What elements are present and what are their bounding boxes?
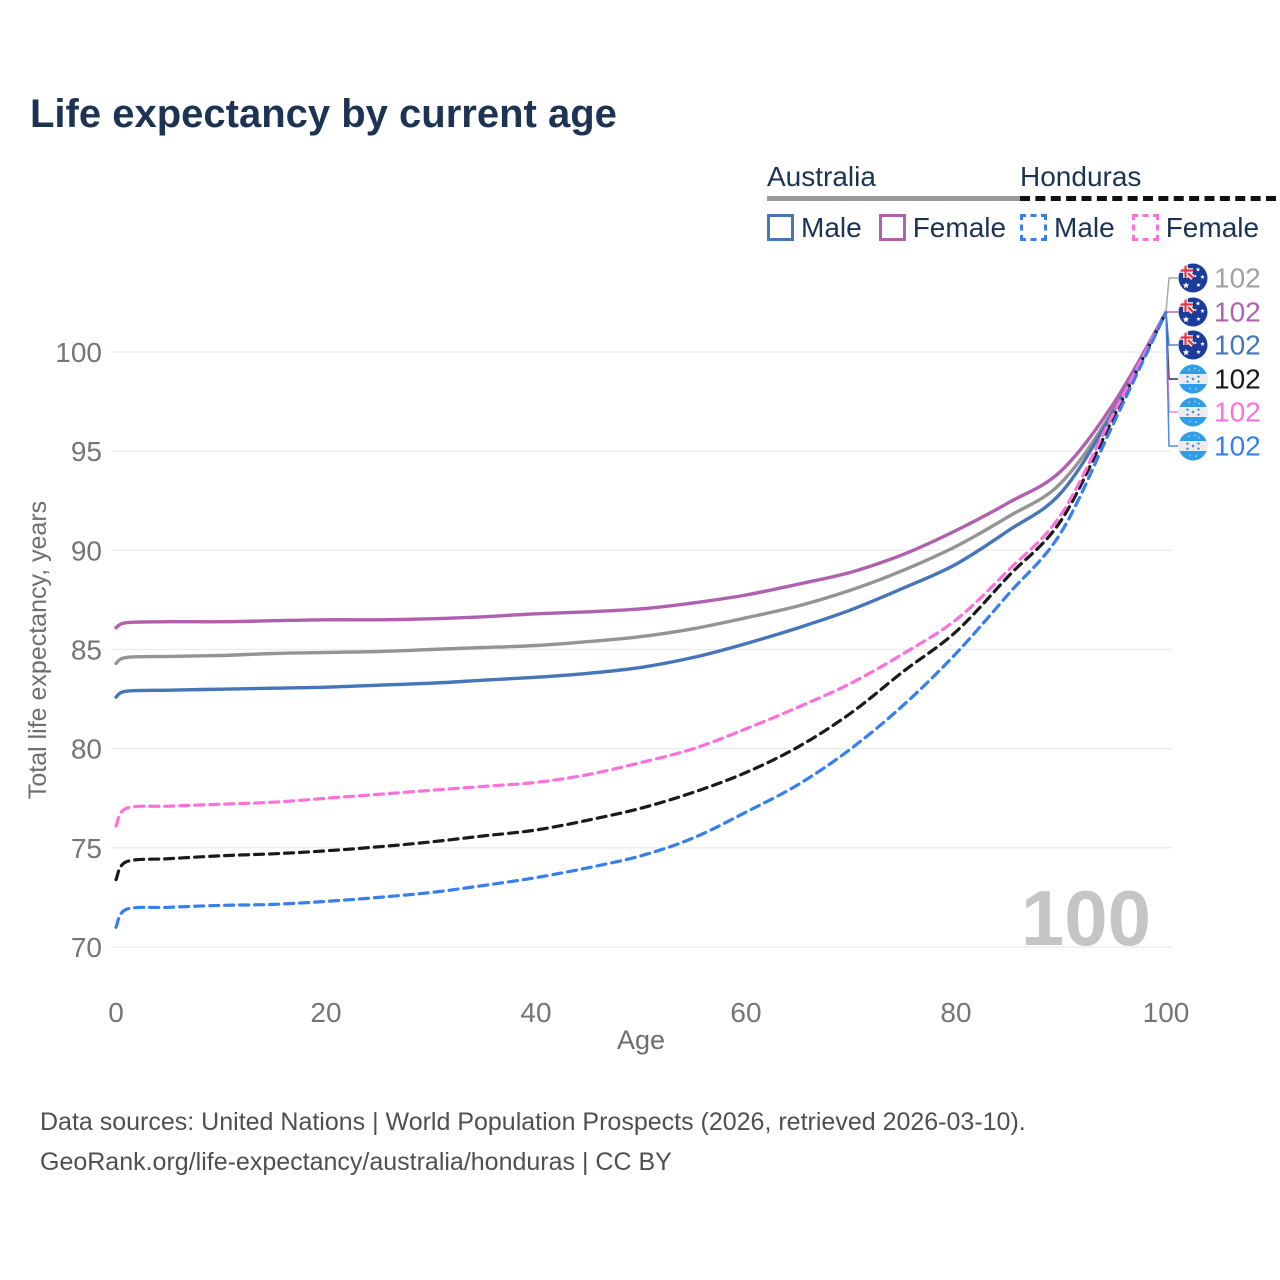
legend-group-australia: Australia Male Female	[767, 161, 1024, 244]
series-line-australia	[114, 310, 1168, 666]
legend-item-honduras-female[interactable]: Female	[1131, 211, 1260, 244]
end-label-leader-line	[1165, 312, 1178, 447]
age-counter-watermark: 100	[1021, 874, 1151, 962]
legend-item-australia-female[interactable]: Female	[878, 211, 1007, 244]
series-line-honduras-male	[114, 310, 1168, 929]
y-axis-tick-label: 90	[71, 535, 102, 566]
x-axis-tick-label: 0	[108, 997, 124, 1028]
series-line-honduras	[114, 310, 1168, 882]
flag-icon-australia	[1178, 330, 1208, 360]
honduras-female-checkbox-icon[interactable]	[1131, 214, 1159, 242]
flag-icon-honduras	[1178, 431, 1208, 461]
x-axis-tick-label: 100	[1143, 997, 1190, 1028]
flag-icon-honduras	[1178, 364, 1208, 394]
y-axis-tick-label: 75	[71, 833, 102, 864]
legend-item-label: Male	[1054, 211, 1115, 243]
series-line-honduras-female	[114, 310, 1168, 828]
australia-female-checkbox-icon[interactable]	[878, 214, 906, 242]
y-axis-tick-label: 80	[71, 734, 102, 765]
legend-item-label: Male	[801, 211, 862, 243]
legend-item-honduras-male[interactable]: Male	[1020, 212, 1115, 244]
y-axis-tick-label: 85	[71, 635, 102, 666]
honduras-line-key	[1020, 195, 1277, 201]
australia-line-key	[767, 195, 1024, 201]
end-label-value-honduras: 102	[1214, 364, 1261, 395]
flag-icon-australia	[1178, 263, 1208, 293]
attribution-text: GeoRank.org/life-expectancy/australia/ho…	[40, 1148, 672, 1176]
y-axis-tick-label: 95	[71, 436, 102, 467]
y-axis-title: Total life expectancy, years	[24, 501, 52, 799]
y-axis-tick-label: 70	[71, 932, 102, 963]
legend-country-australia[interactable]: Australia	[767, 161, 876, 192]
page-title: Life expectancy by current age	[30, 92, 617, 136]
end-label-value-honduras-female: 102	[1214, 397, 1261, 428]
end-label-value-australia-male: 102	[1214, 330, 1261, 361]
end-label-value-australia: 102	[1214, 263, 1261, 294]
data-sources-text: Data sources: United Nations | World Pop…	[40, 1108, 1026, 1136]
australia-male-checkbox-icon[interactable]	[767, 214, 794, 242]
x-axis-tick-label: 80	[940, 997, 971, 1028]
series-line-australia-male	[114, 310, 1168, 699]
end-label-value-australia-female: 102	[1214, 297, 1261, 328]
legend-item-label: Female	[1165, 211, 1260, 243]
end-label-value-honduras-male: 102	[1214, 431, 1261, 462]
series-line-australia-female	[114, 310, 1168, 630]
flag-icon-australia	[1178, 297, 1208, 327]
end-label-leader-line	[1165, 277, 1178, 313]
legend-item-label: Female	[912, 211, 1007, 243]
y-axis-tick-label: 100	[55, 337, 102, 368]
legend-group-honduras: Honduras Male Female	[1020, 161, 1277, 244]
honduras-male-checkbox-icon[interactable]	[1020, 214, 1047, 242]
x-axis-title: Age	[617, 1025, 665, 1055]
legend-country-honduras[interactable]: Honduras	[1020, 161, 1142, 192]
flag-icon-honduras	[1178, 397, 1208, 427]
x-axis-tick-label: 60	[730, 997, 761, 1028]
x-axis-tick-label: 40	[520, 997, 551, 1028]
legend-item-australia-male[interactable]: Male	[767, 212, 862, 244]
x-axis-tick-label: 20	[310, 997, 341, 1028]
